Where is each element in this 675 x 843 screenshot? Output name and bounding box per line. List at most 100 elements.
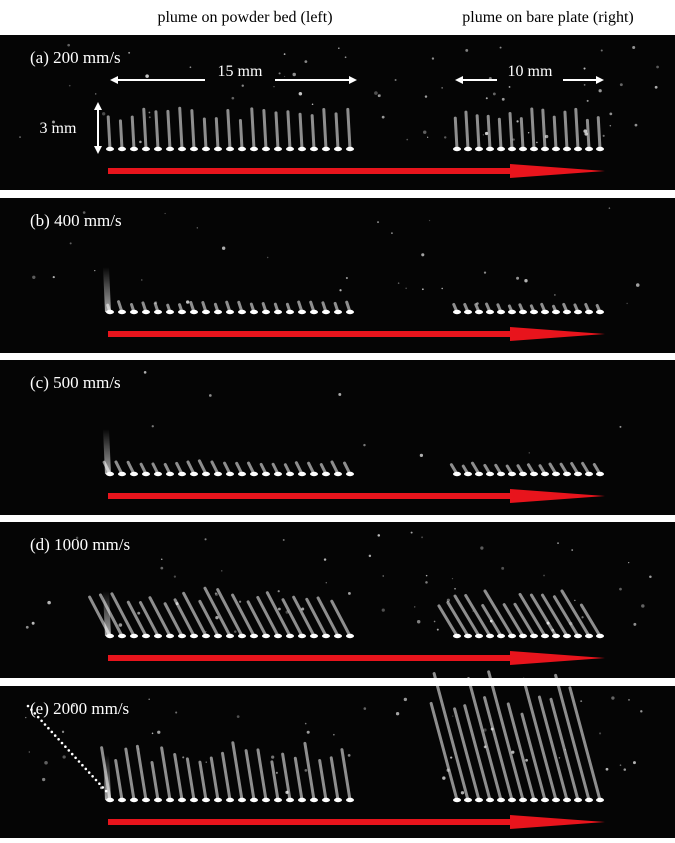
melt-spot bbox=[574, 798, 582, 802]
plume bbox=[336, 114, 338, 149]
melt-spot bbox=[541, 147, 549, 151]
spark bbox=[420, 454, 423, 457]
melt-spot bbox=[464, 798, 472, 802]
plume bbox=[587, 120, 589, 149]
scale-label: 3 mm bbox=[40, 120, 77, 137]
panel-label: (b) 400 mm/s bbox=[30, 211, 122, 230]
melt-spot bbox=[154, 634, 162, 638]
spark bbox=[278, 608, 281, 611]
spark bbox=[222, 247, 225, 250]
spark bbox=[609, 207, 611, 209]
spark bbox=[382, 608, 385, 611]
spark bbox=[242, 85, 244, 87]
spark bbox=[454, 588, 456, 590]
panel: (b) 400 mm/s bbox=[0, 198, 675, 353]
spark bbox=[483, 134, 484, 135]
spark bbox=[628, 699, 630, 701]
spark bbox=[636, 283, 640, 287]
spark bbox=[71, 753, 74, 756]
plume bbox=[466, 112, 468, 149]
spark bbox=[444, 136, 446, 138]
melt-spot bbox=[142, 634, 150, 638]
melt-spot bbox=[475, 310, 483, 314]
melt-spot bbox=[202, 147, 210, 151]
spark bbox=[102, 786, 105, 789]
spark bbox=[95, 779, 98, 782]
melt-spot bbox=[106, 147, 114, 151]
melt-spot bbox=[530, 798, 538, 802]
melt-spot bbox=[238, 310, 246, 314]
initial-plume bbox=[106, 267, 108, 312]
plume bbox=[108, 117, 110, 149]
plume bbox=[312, 116, 314, 149]
spark bbox=[63, 755, 66, 758]
melt-spot bbox=[453, 472, 461, 476]
melt-spot bbox=[519, 472, 527, 476]
plume bbox=[598, 118, 600, 149]
melt-spot bbox=[310, 634, 318, 638]
spark bbox=[421, 253, 424, 256]
melt-spot bbox=[226, 310, 234, 314]
melt-spot bbox=[298, 147, 306, 151]
spark bbox=[516, 277, 519, 280]
melt-spot bbox=[346, 634, 354, 638]
spark bbox=[378, 534, 381, 537]
melt-spot bbox=[475, 472, 483, 476]
spark bbox=[144, 371, 147, 374]
panel-label: (c) 500 mm/s bbox=[30, 373, 121, 392]
plume bbox=[565, 112, 567, 149]
spark bbox=[374, 91, 378, 95]
melt-spot bbox=[274, 798, 282, 802]
melt-spot bbox=[118, 634, 126, 638]
melt-spot bbox=[552, 634, 560, 638]
melt-spot bbox=[118, 798, 126, 802]
spark bbox=[338, 48, 339, 49]
header-right: plume on bare plate (right) bbox=[462, 9, 634, 26]
melt-spot bbox=[130, 472, 138, 476]
spark bbox=[427, 137, 428, 138]
spark bbox=[139, 141, 142, 144]
scan-line bbox=[108, 493, 518, 499]
plume bbox=[499, 119, 501, 149]
spark bbox=[149, 116, 151, 118]
melt-spot bbox=[154, 147, 162, 151]
plume bbox=[477, 116, 479, 149]
plume bbox=[156, 112, 158, 149]
spark bbox=[161, 558, 163, 560]
melt-spot bbox=[552, 472, 560, 476]
panel-label: (e) 2000 mm/s bbox=[30, 699, 129, 718]
spark bbox=[95, 93, 96, 94]
spark bbox=[501, 567, 504, 570]
melt-spot bbox=[226, 634, 234, 638]
spark bbox=[632, 46, 635, 49]
spark bbox=[437, 629, 439, 631]
melt-spot bbox=[596, 634, 604, 638]
spark bbox=[396, 712, 399, 715]
melt-spot bbox=[274, 310, 282, 314]
melt-spot bbox=[190, 147, 198, 151]
spark bbox=[404, 698, 407, 701]
melt-spot bbox=[286, 634, 294, 638]
melt-spot bbox=[166, 147, 174, 151]
melt-spot bbox=[142, 472, 150, 476]
melt-spot bbox=[310, 798, 318, 802]
panel: (a) 200 mm/s bbox=[0, 35, 675, 190]
melt-spot bbox=[142, 798, 150, 802]
melt-spot bbox=[508, 472, 516, 476]
spark bbox=[305, 723, 307, 725]
melt-spot bbox=[334, 798, 342, 802]
spark bbox=[543, 575, 545, 577]
spark bbox=[34, 712, 37, 715]
melt-spot bbox=[190, 472, 198, 476]
melt-spot bbox=[346, 310, 354, 314]
spark bbox=[641, 604, 644, 607]
melt-spot bbox=[250, 634, 258, 638]
plume bbox=[288, 112, 290, 149]
spark bbox=[452, 578, 453, 579]
spark bbox=[363, 444, 365, 446]
melt-spot bbox=[190, 634, 198, 638]
header-left: plume on powder bed (left) bbox=[157, 9, 332, 26]
spark bbox=[398, 282, 400, 284]
spark bbox=[197, 227, 198, 228]
melt-spot bbox=[190, 310, 198, 314]
